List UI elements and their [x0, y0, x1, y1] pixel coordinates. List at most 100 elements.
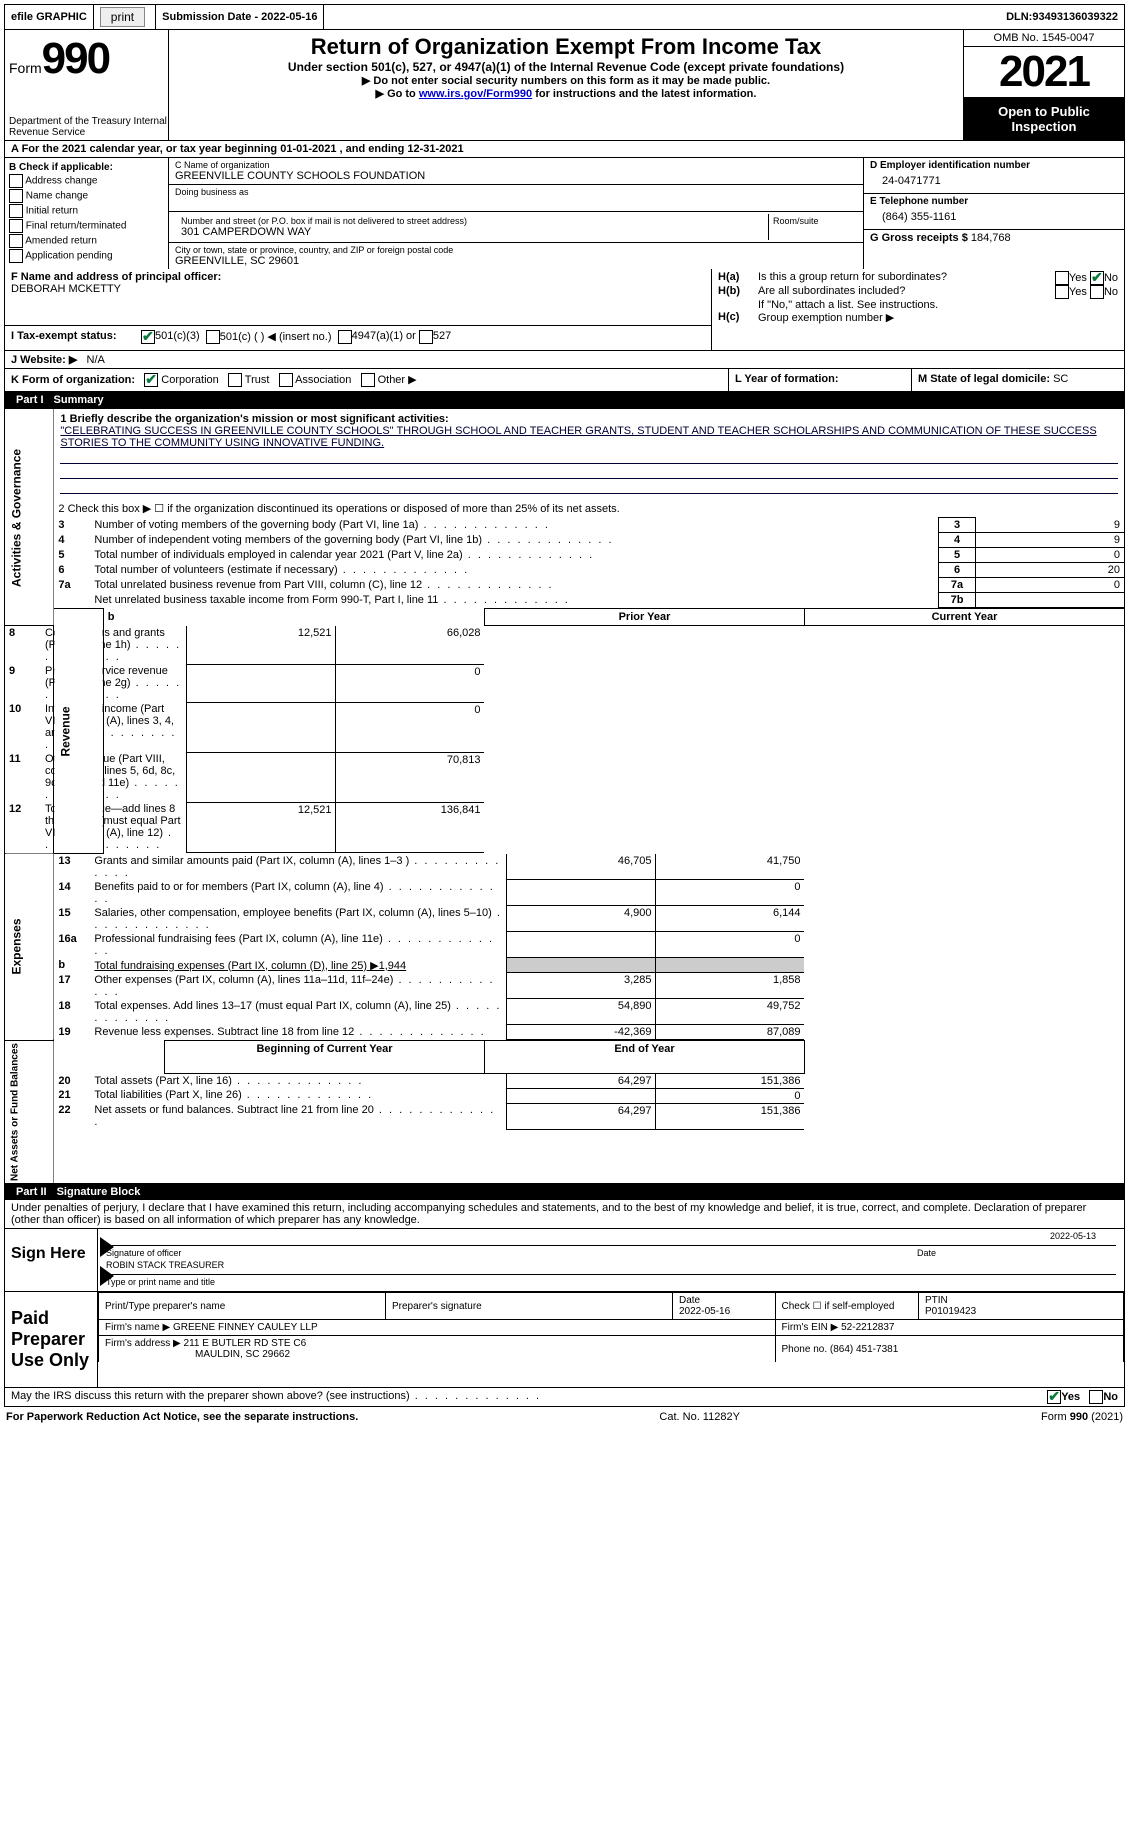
instruction-line-1: ▶ Do not enter social security numbers o…: [177, 74, 955, 87]
k-assoc[interactable]: [279, 373, 293, 387]
form-label: Form: [9, 60, 42, 76]
name-title-label: Type or print name and title: [106, 1277, 1116, 1287]
checkbox-501c[interactable]: [206, 330, 220, 344]
colb-option: Amended return: [9, 234, 164, 248]
city-label: City or town, state or province, country…: [175, 245, 857, 255]
paid-preparer-label: Paid Preparer Use Only: [5, 1292, 98, 1387]
org-name-label: C Name of organization: [175, 160, 857, 170]
signature-block: Sign Here 2022-05-13 Signature of office…: [4, 1229, 1125, 1292]
line1-label: 1 Briefly describe the organization's mi…: [60, 413, 448, 425]
hb-yes[interactable]: [1055, 285, 1069, 299]
sig-date: 2022-05-13: [1050, 1231, 1096, 1241]
end-year-header: End of Year: [614, 1043, 674, 1055]
form-number: 990: [42, 34, 109, 83]
firm-name: GREENE FINNEY CAULEY LLP: [173, 1322, 318, 1333]
print-button[interactable]: print: [100, 7, 145, 27]
ptin-value: P01019423: [925, 1306, 976, 1317]
form-header: Form990 Department of the Treasury Inter…: [4, 30, 1125, 141]
colb-option: Final return/terminated: [9, 219, 164, 233]
city-value: GREENVILLE, SC 29601: [175, 255, 857, 267]
side-exp: Expenses: [5, 853, 54, 1041]
k-corp[interactable]: [144, 373, 158, 387]
part2-header: Part II Signature Block: [4, 1184, 1125, 1200]
firm-city: MAULDIN, SC 29662: [195, 1349, 290, 1360]
phone-label: E Telephone number: [870, 196, 1118, 207]
prior-year-header: Prior Year: [619, 611, 671, 623]
colb-option: Initial return: [9, 204, 164, 218]
page-footer: For Paperwork Reduction Act Notice, see …: [4, 1407, 1125, 1427]
instruction-line-2: ▶ Go to www.irs.gov/Form990 for instruct…: [177, 87, 955, 100]
website-value: N/A: [87, 354, 105, 366]
current-year-header: Current Year: [932, 611, 998, 623]
col-d: D Employer identification number 24-0471…: [864, 158, 1124, 269]
discuss-text: May the IRS discuss this return with the…: [11, 1390, 541, 1404]
header-left: Form990 Department of the Treasury Inter…: [5, 30, 169, 140]
footer-right: Form 990 (2021): [1041, 1411, 1123, 1423]
dba-label: Doing business as: [175, 187, 857, 197]
part1-table: Activities & Governance 1 Briefly descri…: [4, 408, 1125, 1184]
row-a-tax-year: A For the 2021 calendar year, or tax yea…: [4, 141, 1125, 158]
ha-yes[interactable]: [1055, 271, 1069, 285]
phone-value: (864) 355-1161: [870, 207, 1118, 227]
omb-number: OMB No. 1545-0047: [964, 30, 1124, 47]
side-gov: Activities & Governance: [5, 409, 54, 626]
ein-value: 24-0471771: [870, 171, 1118, 191]
checkbox-527[interactable]: [419, 330, 433, 344]
checkbox-501c3[interactable]: [141, 330, 155, 344]
dln-cell: DLN: 93493136039322: [1000, 5, 1124, 29]
hb-no[interactable]: [1090, 285, 1104, 299]
dept-label: Department of the Treasury Internal Reve…: [9, 116, 168, 138]
k-other[interactable]: [361, 373, 375, 387]
state-domicile-label: M State of legal domicile:: [918, 373, 1053, 385]
col-c-org: C Name of organization GREENVILLE COUNTY…: [169, 158, 864, 269]
firm-ein: 52-2212837: [841, 1322, 894, 1333]
colb-option: Application pending: [9, 249, 164, 263]
tax-year: 2021: [964, 47, 1124, 98]
year-formation-label: L Year of formation:: [735, 373, 839, 385]
begin-year-header: Beginning of Current Year: [256, 1043, 392, 1055]
sig-officer-label: Signature of officer: [106, 1248, 181, 1258]
prep-sig-label: Preparer's signature: [386, 1293, 673, 1320]
sign-here-label: Sign Here: [5, 1229, 98, 1291]
ein-label: D Employer identification number: [870, 160, 1118, 171]
prep-name-label: Print/Type preparer's name: [99, 1293, 386, 1320]
row-fh: F Name and address of principal officer:…: [4, 269, 1125, 351]
top-bar: efile GRAPHIC print Submission Date - 20…: [4, 4, 1125, 30]
org-name: GREENVILLE COUNTY SCHOOLS FOUNDATION: [175, 170, 857, 182]
discuss-yes[interactable]: [1047, 1390, 1061, 1404]
footer-mid: Cat. No. 11282Y: [659, 1411, 740, 1423]
row-j-website: J Website: ▶ N/A: [4, 351, 1125, 369]
gross-value: 184,768: [971, 232, 1011, 244]
room-label: Room/suite: [768, 214, 857, 240]
street-address: 301 CAMPERDOWN WAY: [181, 226, 762, 238]
side-net: Net Assets or Fund Balances: [5, 1041, 54, 1184]
form-title: Return of Organization Exempt From Incom…: [177, 34, 955, 60]
checkbox-4947[interactable]: [338, 330, 352, 344]
gross-label: G Gross receipts $: [870, 232, 971, 244]
header-center: Return of Organization Exempt From Incom…: [169, 30, 964, 140]
row-k: K Form of organization: Corporation Trus…: [4, 369, 1125, 392]
colb-option: Address change: [9, 174, 164, 188]
hb-note: If "No," attach a list. See instructions…: [718, 299, 1118, 311]
firm-phone: (864) 451-7381: [830, 1344, 898, 1355]
officer-printed-name: ROBIN STACK TREASURER: [106, 1260, 224, 1270]
open-to-public: Open to Public Inspection: [964, 98, 1124, 140]
print-cell: print: [94, 5, 156, 29]
efile-label: efile GRAPHIC: [5, 5, 94, 29]
section-bcd: B Check if applicable: Address change Na…: [4, 158, 1125, 269]
declaration-text: Under penalties of perjury, I declare th…: [4, 1200, 1125, 1229]
officer-name: DEBORAH MCKETTY: [11, 283, 121, 295]
part1-header: Part I Summary: [4, 392, 1125, 408]
paid-preparer-block: Paid Preparer Use Only Print/Type prepar…: [4, 1292, 1125, 1388]
footer-left: For Paperwork Reduction Act Notice, see …: [6, 1411, 358, 1423]
discuss-row: May the IRS discuss this return with the…: [4, 1388, 1125, 1407]
mission-text: "CELEBRATING SUCCESS IN GREENVILLE COUNT…: [60, 425, 1096, 449]
ha-no[interactable]: [1090, 271, 1104, 285]
side-rev: Revenue: [54, 609, 103, 854]
irs-link[interactable]: www.irs.gov/Form990: [419, 88, 532, 100]
addr-label: Number and street (or P.O. box if mail i…: [181, 216, 762, 226]
discuss-no[interactable]: [1089, 1390, 1103, 1404]
k-trust[interactable]: [228, 373, 242, 387]
col-b-header: B Check if applicable:: [9, 162, 113, 173]
col-h: H(a)Is this a group return for subordina…: [712, 269, 1124, 350]
